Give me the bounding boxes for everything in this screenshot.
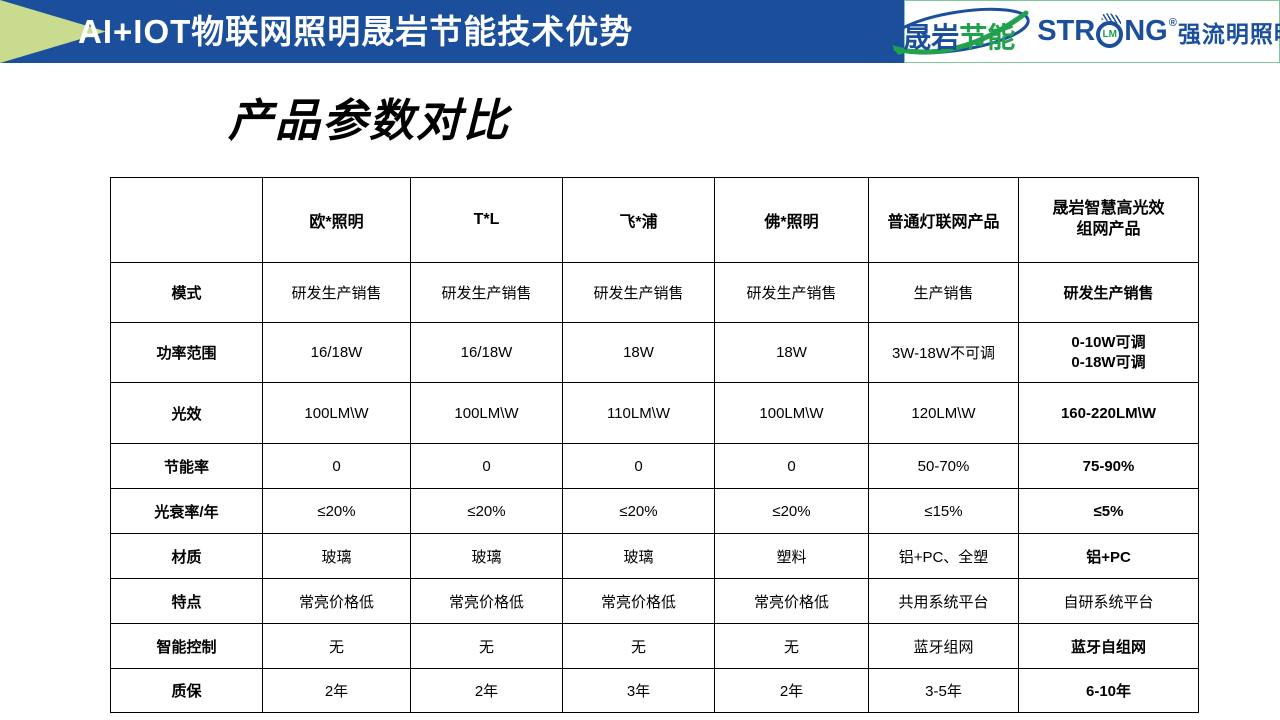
lm-circle-icon: LM [1096, 21, 1124, 48]
registered-trademark-icon: ® [1168, 16, 1177, 29]
table-cell: 100LM\W [410, 382, 563, 444]
row-label: 光效 [110, 382, 263, 444]
table-cell: 研发生产销售 [562, 262, 715, 323]
column-header: 普通灯联网产品 [868, 177, 1019, 263]
column-header: 欧*照明 [262, 177, 411, 263]
table-cell: 研发生产销售 [714, 262, 869, 323]
table-cell: 18W [562, 322, 715, 383]
table-row: 材质 玻璃 玻璃 玻璃 塑料 铝+PC、全塑 铝+PC [110, 533, 1199, 579]
table-cell: 16/18W [410, 322, 563, 383]
table-cell-highlight: 75-90% [1018, 443, 1199, 489]
table-cell: 16/18W [262, 322, 411, 383]
table-cell-highlight: ≤5% [1018, 488, 1199, 534]
shengyan-logo: 晟岩节能 [886, 5, 1032, 59]
comparison-table: 欧*照明 T*L 飞*浦 佛*照明 普通灯联网产品 晟岩智慧高光效 组网产品 模… [110, 177, 1199, 713]
company-logo: 晟岩节能 STR LM NG ® 强流明照明 [888, 0, 1280, 63]
column-header: 佛*照明 [714, 177, 869, 263]
table-cell: 3W-18W不可调 [868, 322, 1019, 383]
table-row: 光衰率/年 ≤20% ≤20% ≤20% ≤20% ≤15% ≤5% [110, 488, 1199, 534]
table-cell: 120LM\W [868, 382, 1019, 444]
table-cell: 2年 [262, 668, 411, 713]
brand-cn-blue: 晟岩 [903, 21, 960, 53]
table-cell: 110LM\W [562, 382, 715, 444]
brand-name-cn: 晟岩节能 [886, 16, 1032, 56]
table-row: 光效 100LM\W 100LM\W 110LM\W 100LM\W 120LM… [110, 382, 1199, 444]
table-cell: ≤20% [262, 488, 411, 534]
table-cell: 0 [262, 443, 411, 489]
table-cell: 研发生产销售 [410, 262, 563, 323]
table-cell: 0 [714, 443, 869, 489]
page-title: 产品参数对比 [228, 95, 511, 146]
column-header: 飞*浦 [562, 177, 715, 263]
table-cell-highlight: 160-220LM\W [1018, 382, 1199, 444]
table-cell: 18W [714, 322, 869, 383]
table-header-row: 欧*照明 T*L 飞*浦 佛*照明 普通灯联网产品 晟岩智慧高光效 组网产品 [110, 177, 1199, 263]
strong-text-left: STR [1037, 15, 1096, 47]
row-label: 光衰率/年 [110, 488, 263, 534]
table-cell: 共用系统平台 [868, 578, 1019, 624]
table-cell: 无 [714, 623, 869, 669]
row-label: 智能控制 [110, 623, 263, 669]
table-cell-highlight: 自研系统平台 [1018, 578, 1199, 624]
table-cell: ≤20% [410, 488, 563, 534]
table-cell: 研发生产销售 [262, 262, 411, 323]
table-cell-highlight: 铝+PC [1018, 533, 1199, 579]
row-label: 材质 [110, 533, 263, 579]
table-row: 节能率 0 0 0 0 50-70% 75-90% [110, 443, 1199, 489]
column-header: T*L [410, 177, 563, 263]
row-label: 功率范围 [110, 322, 263, 383]
table-cell: 生产销售 [868, 262, 1019, 323]
table-row: 质保 2年 2年 3年 2年 3-5年 6-10年 [110, 668, 1199, 713]
table-cell: 3-5年 [868, 668, 1019, 713]
table-cell: 塑料 [714, 533, 869, 579]
row-label: 特点 [110, 578, 263, 624]
column-header-shengyan: 晟岩智慧高光效 组网产品 [1018, 177, 1199, 263]
table-cell: 0 [410, 443, 563, 489]
table-cell: ≤15% [868, 488, 1019, 534]
row-label: 模式 [110, 262, 263, 323]
table-cell-highlight: 6-10年 [1018, 668, 1199, 713]
brand-cn-right: 强流明照明 [1177, 20, 1280, 47]
table-row: 功率范围 16/18W 16/18W 18W 18W 3W-18W不可调 0-1… [110, 322, 1199, 383]
table-cell-highlight: 研发生产销售 [1018, 262, 1199, 323]
table-cell: 常亮价格低 [562, 578, 715, 624]
table-cell: 0 [562, 443, 715, 489]
table-cell-highlight: 0-10W可调 0-18W可调 [1018, 322, 1199, 383]
banner-title: AI+IOT物联网照明晟岩节能技术优势 [78, 13, 634, 50]
column-header-empty [110, 177, 263, 263]
table-cell: 无 [562, 623, 715, 669]
table-cell: ≤20% [562, 488, 715, 534]
table-cell: 常亮价格低 [410, 578, 563, 624]
brand-cn-green: 节能 [959, 21, 1016, 53]
table-cell: 3年 [562, 668, 715, 713]
table-cell: 无 [262, 623, 411, 669]
table-row: 智能控制 无 无 无 无 蓝牙组网 蓝牙自组网 [110, 623, 1199, 669]
table-cell: 2年 [714, 668, 869, 713]
table-cell: 100LM\W [262, 382, 411, 444]
table-cell: 玻璃 [562, 533, 715, 579]
table-cell: 无 [410, 623, 563, 669]
table-cell: 常亮价格低 [714, 578, 869, 624]
table-cell-highlight: 蓝牙自组网 [1018, 623, 1199, 669]
row-label: 质保 [110, 668, 263, 713]
table-cell: 100LM\W [714, 382, 869, 444]
table-cell: 蓝牙组网 [868, 623, 1019, 669]
strong-logo: STR LM NG ® 强流明照明 [1037, 15, 1280, 49]
table-cell: 铝+PC、全塑 [868, 533, 1019, 579]
table-cell: 玻璃 [262, 533, 411, 579]
table-cell: 2年 [410, 668, 563, 713]
row-label: 节能率 [110, 443, 263, 489]
table-cell: ≤20% [714, 488, 869, 534]
table-cell: 常亮价格低 [262, 578, 411, 624]
table-row: 模式 研发生产销售 研发生产销售 研发生产销售 研发生产销售 生产销售 研发生产… [110, 262, 1199, 323]
table-cell: 50-70% [868, 443, 1019, 489]
orbit-ellipse-icon [888, 7, 1030, 55]
strong-text-right: NG [1124, 15, 1168, 47]
table-row: 特点 常亮价格低 常亮价格低 常亮价格低 常亮价格低 共用系统平台 自研系统平台 [110, 578, 1199, 624]
table-cell: 玻璃 [410, 533, 563, 579]
